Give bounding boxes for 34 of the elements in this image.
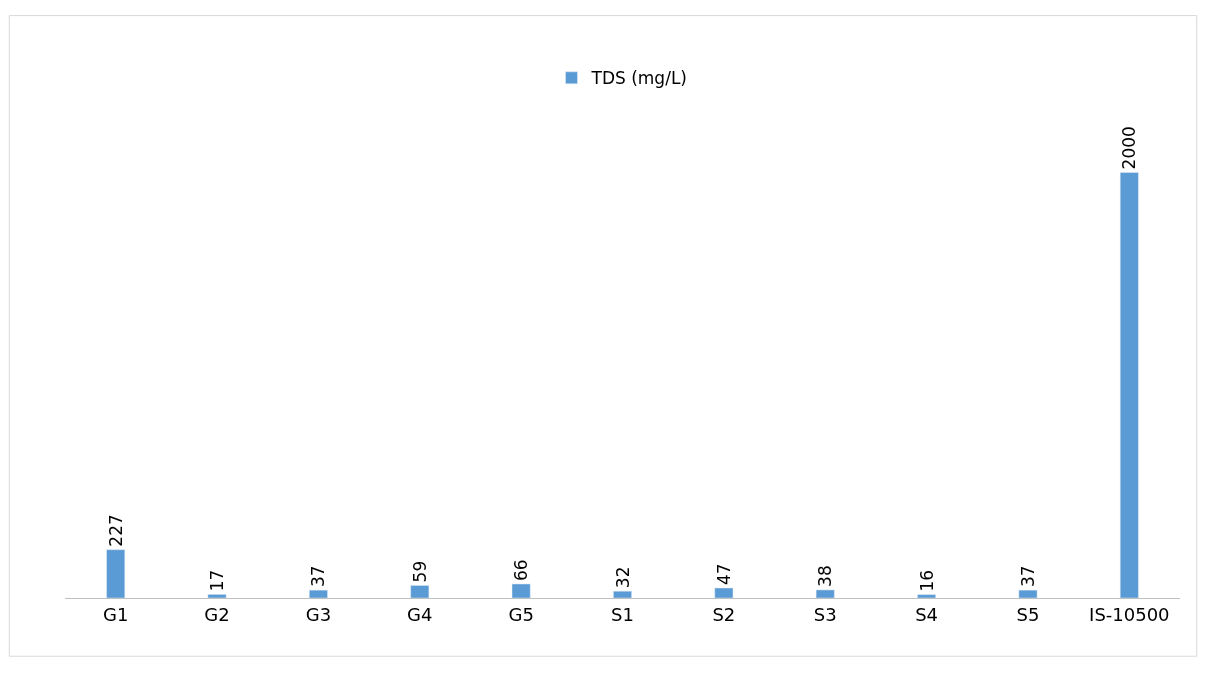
data-label: 17	[207, 569, 228, 592]
data-label: 227	[105, 514, 126, 547]
data-label: 66	[511, 559, 532, 581]
bar	[1018, 589, 1038, 598]
data-label: 37	[1017, 565, 1038, 588]
bar	[714, 587, 734, 598]
data-label: 59	[409, 560, 430, 583]
bar	[207, 594, 227, 598]
bar	[613, 590, 632, 598]
bar	[410, 585, 430, 598]
bar	[815, 589, 835, 598]
bar	[106, 549, 126, 598]
x-tick-label: G5	[508, 603, 534, 625]
x-tick-label: G4	[407, 603, 433, 625]
x-tick-label: S1	[611, 603, 634, 625]
data-label: 32	[612, 566, 633, 589]
x-tick-label: S2	[712, 603, 736, 625]
data-label: 38	[815, 565, 836, 587]
bar	[309, 589, 328, 598]
data-label: 2000	[1119, 126, 1140, 170]
x-tick-label: S5	[1016, 603, 1040, 625]
bar	[511, 583, 531, 598]
x-tick-label: S3	[813, 603, 837, 625]
x-tick-label: G1	[102, 603, 129, 625]
bar	[1119, 172, 1139, 598]
x-tick-label: S4	[915, 603, 939, 625]
bar	[917, 594, 936, 598]
x-tick-label: G2	[204, 603, 230, 625]
x-tick-label: IS-10500	[1089, 603, 1170, 625]
x-tick-label: G3	[305, 603, 332, 625]
legend-label: TDS (mg/L)	[590, 68, 687, 89]
data-label: 16	[916, 569, 937, 592]
data-label: 37	[308, 565, 329, 588]
data-label: 47	[713, 563, 734, 585]
